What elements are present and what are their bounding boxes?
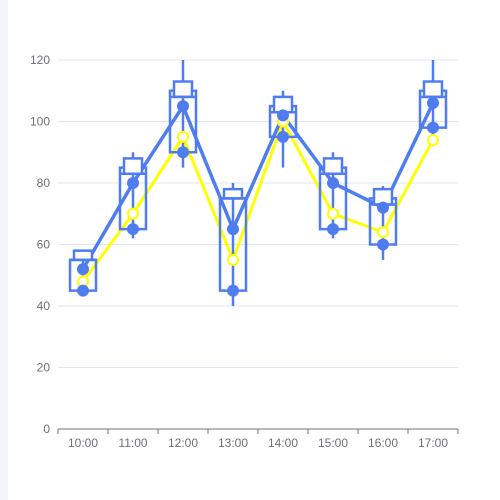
series-point-3 bbox=[277, 130, 289, 143]
series-point-2 bbox=[77, 263, 89, 276]
series-point-3 bbox=[227, 284, 239, 297]
y-tick-label: 120 bbox=[30, 53, 50, 67]
series-point-3 bbox=[127, 223, 139, 236]
box-cap bbox=[172, 80, 194, 99]
series-point-2 bbox=[327, 177, 339, 189]
series-point-1 bbox=[427, 133, 439, 146]
series-point-1 bbox=[227, 253, 239, 266]
series-point-2 bbox=[177, 100, 189, 113]
x-tick-label: 14:00 bbox=[268, 436, 298, 450]
box-cap bbox=[72, 249, 94, 262]
x-tick-label: 10:00 bbox=[68, 436, 98, 450]
series-point-1 bbox=[377, 226, 389, 239]
y-tick-label: 0 bbox=[43, 422, 50, 436]
x-tick-label: 17:00 bbox=[418, 436, 448, 450]
series-point-3 bbox=[77, 284, 89, 297]
box-cap bbox=[422, 80, 444, 99]
box-cap bbox=[222, 187, 244, 200]
series-point-2 bbox=[227, 223, 239, 236]
y-tick-label: 80 bbox=[37, 176, 51, 190]
series-line-1 bbox=[81, 120, 435, 283]
series-point-3 bbox=[327, 223, 339, 236]
box-cap bbox=[122, 157, 144, 176]
y-tick-label: 60 bbox=[37, 238, 51, 252]
x-tick-label: 12:00 bbox=[168, 436, 198, 450]
x-tick-label: 15:00 bbox=[318, 436, 348, 450]
series-point-1 bbox=[127, 207, 139, 220]
series-point-3 bbox=[427, 121, 439, 134]
series-point-2 bbox=[427, 97, 439, 110]
y-tick-label: 100 bbox=[30, 115, 50, 129]
box-cap bbox=[322, 157, 344, 176]
series-point-1 bbox=[327, 207, 339, 220]
series-point-2 bbox=[127, 177, 139, 189]
series-point-3 bbox=[177, 146, 189, 159]
y-tick-label: 40 bbox=[37, 299, 51, 313]
series-point-1 bbox=[177, 130, 189, 143]
x-tick-label: 13:00 bbox=[218, 436, 248, 450]
series-point-3 bbox=[377, 238, 389, 251]
x-tick-label: 16:00 bbox=[368, 436, 398, 450]
series-point-2 bbox=[277, 109, 289, 122]
y-tick-label: 20 bbox=[37, 361, 51, 375]
x-tick-label: 11:00 bbox=[118, 436, 147, 450]
series-point-2 bbox=[377, 201, 389, 214]
